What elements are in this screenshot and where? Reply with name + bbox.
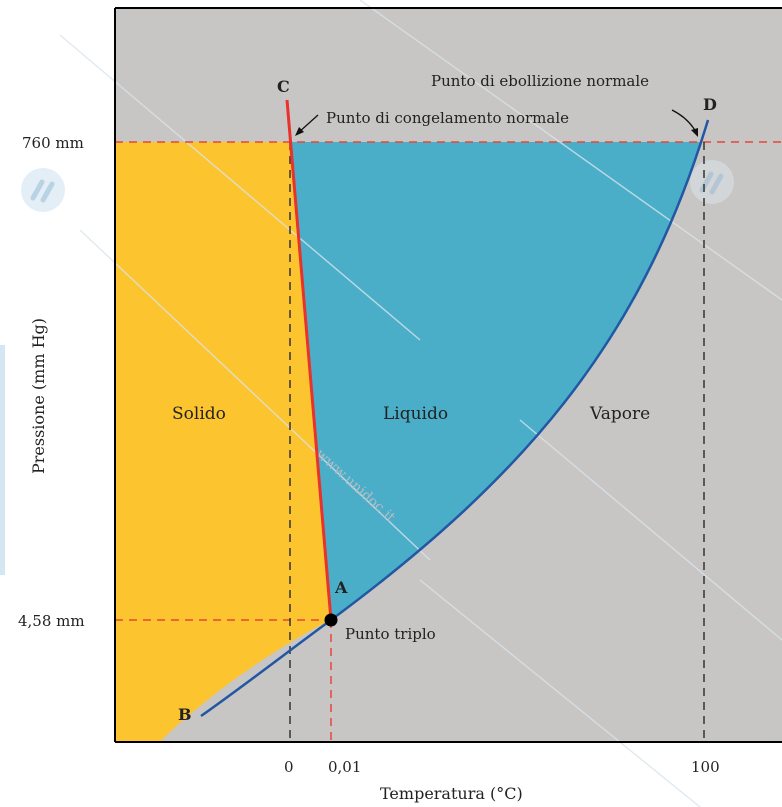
y-tick-760: 760 mm	[22, 134, 84, 152]
point-c-label: C	[277, 77, 290, 96]
watermark-side-bar	[0, 345, 5, 575]
point-a-label: A	[334, 578, 348, 597]
sublimation-curve	[200, 618, 332, 718]
point-b-label: B	[178, 705, 192, 724]
x-tick-001: 0,01	[328, 758, 361, 776]
liquid-region-label: Liquido	[383, 404, 448, 424]
boiling-point-label: Punto di ebollizione normale	[431, 72, 649, 90]
freezing-point-label: Punto di congelamento normale	[326, 109, 569, 127]
freezing-arrow-icon	[295, 114, 319, 136]
x-tick-100: 100	[691, 758, 720, 776]
fusion-curve	[285, 99, 333, 621]
x-tick-0: 0	[284, 758, 294, 776]
vapor-pressure-curve	[330, 119, 710, 622]
x-axis-title: Temperatura (°C)	[380, 784, 523, 803]
triple-point-marker	[324, 613, 338, 627]
solid-region-label: Solido	[172, 404, 226, 424]
point-d-label: D	[703, 95, 717, 114]
y-axis-title: Pressione (mm Hg)	[29, 318, 48, 474]
vapor-region-label: Vapore	[589, 404, 650, 424]
watermark-logo-icon	[21, 160, 734, 212]
solid-region	[115, 142, 331, 742]
liquid-region	[290, 142, 700, 620]
boiling-arrow-icon	[671, 109, 698, 137]
triple-point-label: Punto triplo	[345, 625, 436, 643]
watermark-lines	[59, 0, 782, 807]
y-tick-458: 4,58 mm	[18, 612, 85, 630]
